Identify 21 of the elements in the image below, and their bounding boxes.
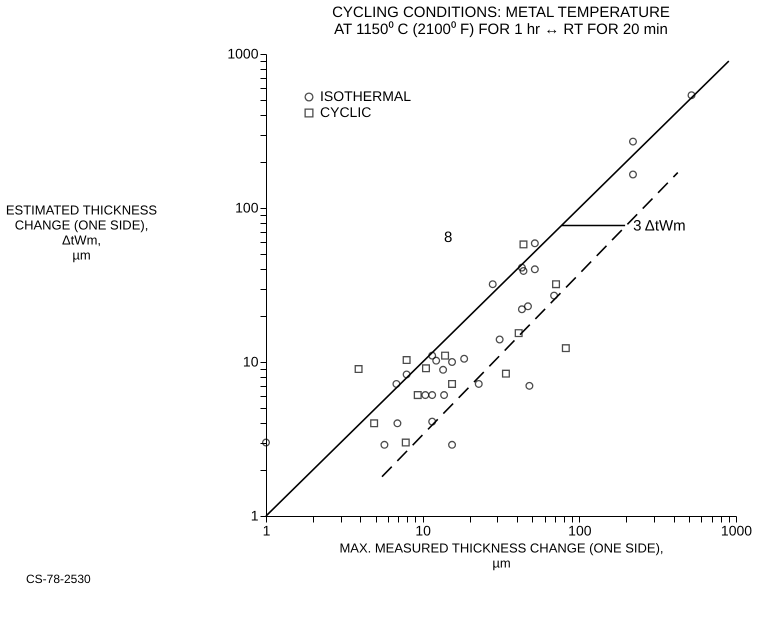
y-tick-label: 100 (235, 200, 259, 216)
annotation: 3 ΔtWm (633, 217, 686, 234)
text: ESTIMATED THICKNESS (6, 202, 158, 218)
x-tick-label: 100 (568, 522, 592, 538)
text: µm (492, 556, 511, 570)
x-tick-label: 10 (415, 522, 432, 538)
y-tick-label: 1 (250, 508, 259, 524)
text: CS-78-2530 (26, 572, 92, 586)
y-tick-label: 10 (242, 354, 259, 370)
y-tick-label: 1000 (227, 46, 259, 62)
legend-label: ISOTHERMAL (320, 88, 412, 104)
text: CYCLING CONDITIONS: METAL TEMPERATURE (332, 4, 670, 21)
x-tick-label: 1 (262, 522, 271, 538)
annotation: 8 (444, 229, 452, 246)
text: µm (72, 248, 91, 262)
text: MAX. MEASURED THICKNESS CHANGE (ONE SIDE), (339, 540, 664, 556)
text: AT 1150⁰ C (2100⁰ F) FOR 1 hr ↔ RT FOR 20 min (334, 21, 668, 38)
text: CHANGE (ONE SIDE), (14, 218, 148, 232)
text: ΔtWm, (62, 232, 102, 248)
x-tick-label: 1000 (720, 522, 752, 538)
legend-label: CYCLIC (320, 104, 372, 120)
